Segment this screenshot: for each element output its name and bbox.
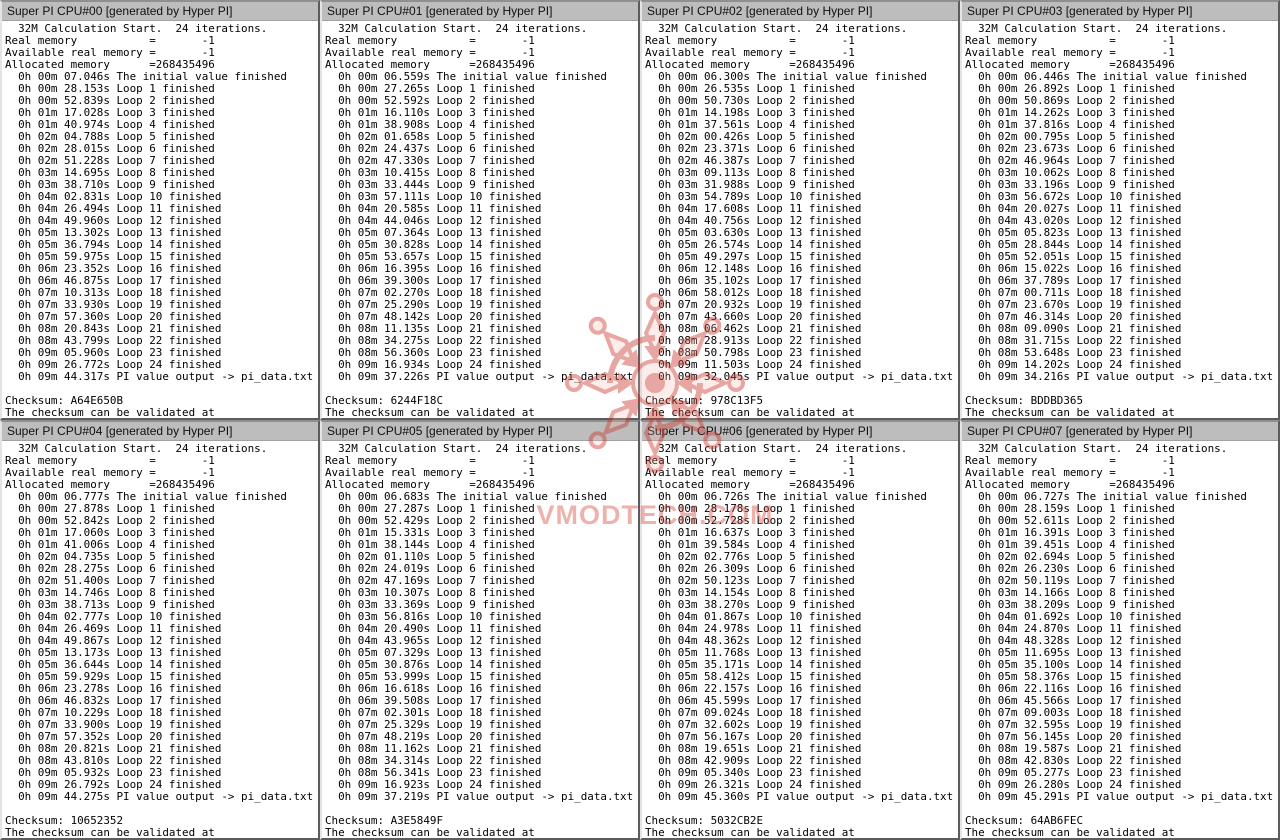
superpi-window: Super PI CPU#03 [generated by Hyper PI] … [960,0,1280,420]
superpi-window: Super PI CPU#01 [generated by Hyper PI] … [320,0,640,420]
window-titlebar[interactable]: Super PI CPU#02 [generated by Hyper PI] [642,2,958,21]
superpi-window: Super PI CPU#06 [generated by Hyper PI] … [640,420,960,840]
console-output: 32M Calculation Start. 24 iterations. Re… [5,22,314,419]
window-title: Super PI CPU#01 [generated by Hyper PI] [327,4,553,18]
window-title: Super PI CPU#03 [generated by Hyper PI] [967,4,1193,18]
window-titlebar[interactable]: Super PI CPU#04 [generated by Hyper PI] [2,422,318,441]
console-output: 32M Calculation Start. 24 iterations. Re… [325,442,634,839]
superpi-window: Super PI CPU#02 [generated by Hyper PI] … [640,0,960,420]
window-title: Super PI CPU#05 [generated by Hyper PI] [327,424,553,438]
console-output: 32M Calculation Start. 24 iterations. Re… [965,442,1274,839]
window-title: Super PI CPU#00 [generated by Hyper PI] [7,4,233,18]
superpi-window: Super PI CPU#00 [generated by Hyper PI] … [0,0,320,420]
superpi-window: Super PI CPU#05 [generated by Hyper PI] … [320,420,640,840]
console-output: 32M Calculation Start. 24 iterations. Re… [965,22,1274,419]
window-title: Super PI CPU#02 [generated by Hyper PI] [647,4,873,18]
window-title: Super PI CPU#04 [generated by Hyper PI] [7,424,233,438]
superpi-window: Super PI CPU#04 [generated by Hyper PI] … [0,420,320,840]
console-output: 32M Calculation Start. 24 iterations. Re… [645,22,954,419]
window-titlebar[interactable]: Super PI CPU#07 [generated by Hyper PI] [962,422,1278,441]
console-output: 32M Calculation Start. 24 iterations. Re… [325,22,634,419]
window-titlebar[interactable]: Super PI CPU#05 [generated by Hyper PI] [322,422,638,441]
window-title: Super PI CPU#07 [generated by Hyper PI] [967,424,1193,438]
window-title: Super PI CPU#06 [generated by Hyper PI] [647,424,873,438]
window-titlebar[interactable]: Super PI CPU#03 [generated by Hyper PI] [962,2,1278,21]
window-titlebar[interactable]: Super PI CPU#00 [generated by Hyper PI] [2,2,318,21]
console-output: 32M Calculation Start. 24 iterations. Re… [645,442,954,839]
window-titlebar[interactable]: Super PI CPU#01 [generated by Hyper PI] [322,2,638,21]
console-output: 32M Calculation Start. 24 iterations. Re… [5,442,314,839]
window-titlebar[interactable]: Super PI CPU#06 [generated by Hyper PI] [642,422,958,441]
superpi-window: Super PI CPU#07 [generated by Hyper PI] … [960,420,1280,840]
